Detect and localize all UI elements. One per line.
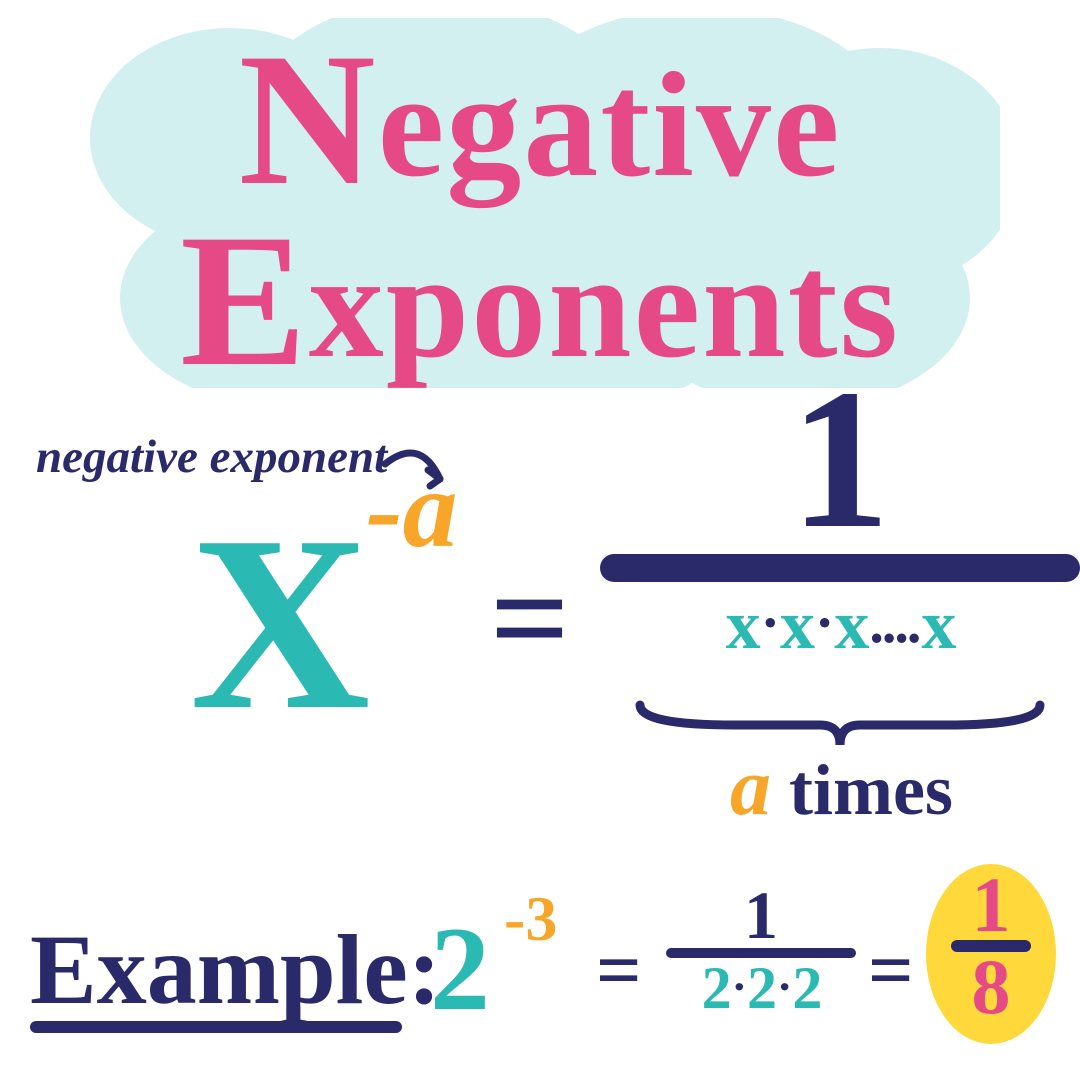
example-answer: 1 8 bbox=[926, 864, 1056, 1044]
denominator-x-1: x bbox=[726, 587, 759, 664]
times-word: times bbox=[789, 750, 953, 830]
denominator-ellipsis: .... bbox=[867, 590, 921, 655]
example-factor-3: 2 bbox=[792, 955, 820, 1021]
example-label: Example: bbox=[30, 912, 441, 1027]
title-line-1: Negative bbox=[110, 30, 970, 211]
example-factor-1: 2 bbox=[702, 955, 730, 1021]
a-times-label: a times bbox=[730, 740, 953, 834]
title-line-1-initial: N bbox=[239, 15, 378, 225]
answer-denominator: 8 bbox=[926, 954, 1056, 1020]
denominator-x-2: x bbox=[780, 587, 813, 664]
example-denominator: 2·2·2 bbox=[666, 964, 856, 1012]
rule-equals: = bbox=[490, 538, 570, 699]
answer-fraction: 1 8 bbox=[926, 872, 1056, 1021]
denominator-dot-2: · bbox=[813, 590, 834, 655]
example-equals-2: = bbox=[868, 926, 914, 1017]
title-line-1-rest: egative bbox=[378, 42, 842, 208]
rule-exponent-a: -a bbox=[366, 446, 458, 573]
rule-section: negative exponent X -a = 1 x·x·x....x a … bbox=[40, 410, 1040, 810]
example-fraction: 1 2·2·2 bbox=[666, 888, 856, 1012]
a-variable: a bbox=[730, 741, 771, 832]
denominator-x-4: x bbox=[921, 587, 954, 664]
example-dot-2: · bbox=[775, 961, 792, 1012]
rule-fraction: 1 x·x·x....x bbox=[600, 370, 1080, 656]
negative-exponent-annotation: negative exponent bbox=[36, 430, 387, 484]
example-section: Example: 2 -3 = 1 2·2·2 = 1 8 bbox=[30, 870, 1050, 1060]
page-title: Negative Exponents bbox=[110, 30, 970, 391]
example-numerator: 1 bbox=[666, 888, 856, 942]
example-base: 2 bbox=[430, 900, 490, 1038]
example-label-wrap: Example: bbox=[30, 912, 441, 1033]
answer-numerator: 1 bbox=[926, 872, 1056, 938]
rule-base-x: X bbox=[190, 480, 371, 768]
denominator-dot-1: · bbox=[759, 590, 780, 655]
denominator-x-3: x bbox=[834, 587, 867, 664]
example-exponent: -3 bbox=[504, 882, 557, 956]
example-dot-1: · bbox=[730, 961, 747, 1012]
example-equals-1: = bbox=[596, 926, 642, 1017]
rule-denominator: x·x·x....x bbox=[600, 596, 1080, 656]
example-factor-2: 2 bbox=[747, 955, 775, 1021]
title-line-2-initial: E bbox=[180, 196, 309, 406]
rule-numerator: 1 bbox=[600, 370, 1080, 550]
